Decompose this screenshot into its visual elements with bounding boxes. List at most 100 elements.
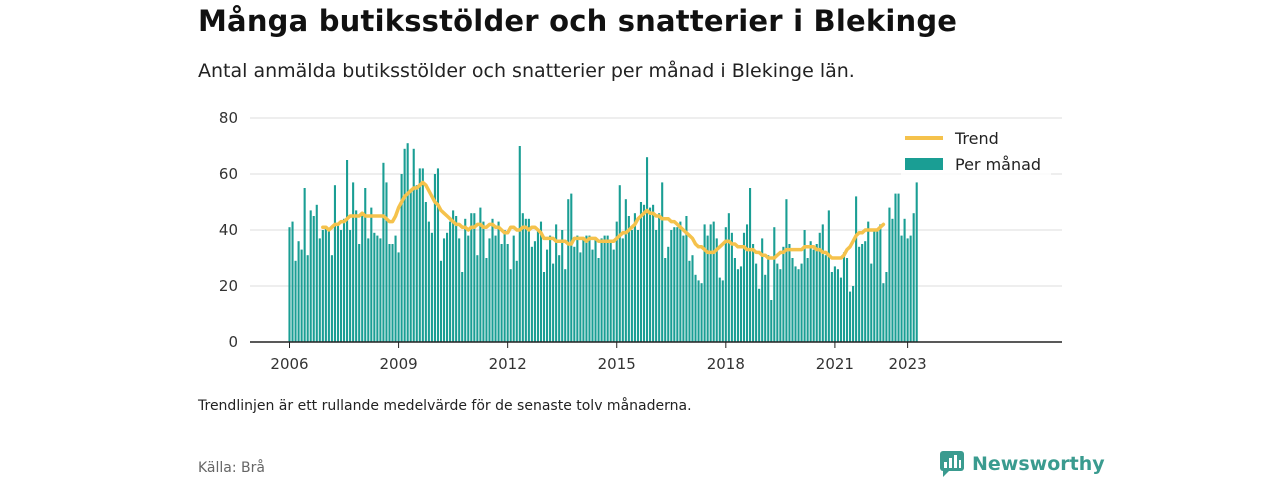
bar [876, 230, 879, 342]
y-tick-label: 80 [219, 109, 238, 127]
bar [339, 230, 343, 342]
bar [897, 193, 900, 342]
bar [400, 174, 403, 342]
bar [439, 260, 443, 342]
bar [694, 274, 697, 342]
bar [461, 272, 464, 342]
bar [524, 218, 527, 342]
bar [852, 286, 855, 342]
bar [470, 213, 473, 342]
bar [673, 227, 676, 342]
bar [555, 224, 558, 342]
bar [609, 241, 612, 342]
bar [603, 235, 606, 342]
bar [494, 235, 497, 342]
legend-trend-label: Trend [954, 129, 999, 148]
bar [667, 246, 670, 342]
bar [618, 185, 621, 342]
bar [315, 204, 318, 342]
bar [588, 235, 591, 342]
bar [794, 266, 797, 342]
bar [509, 269, 512, 342]
bar [800, 263, 803, 342]
bar [306, 255, 309, 342]
bar [579, 252, 582, 342]
newsworthy-logo-icon [940, 451, 964, 477]
bar [652, 204, 655, 342]
bar [497, 221, 500, 342]
bar [561, 230, 564, 342]
brand-logo[interactable]: Newsworthy [940, 450, 1105, 478]
bar [542, 272, 546, 342]
y-tick-label: 40 [219, 221, 238, 239]
bar [491, 218, 494, 342]
bar [879, 224, 882, 342]
bar [312, 216, 315, 342]
bar [594, 238, 597, 342]
bar [297, 241, 300, 342]
chart-title: Många butiksstölder och snatterier i Ble… [198, 4, 958, 38]
bar [606, 235, 609, 342]
bar [436, 168, 440, 342]
bar [309, 210, 312, 342]
bar [900, 235, 903, 342]
bar [379, 238, 382, 342]
bar [642, 204, 646, 342]
bar [361, 213, 364, 342]
bar [476, 255, 479, 342]
bar [406, 143, 409, 342]
bar [827, 210, 830, 342]
bar [697, 280, 700, 342]
bar [582, 238, 585, 342]
bar [294, 260, 297, 342]
bar [418, 168, 421, 342]
y-tick-label: 20 [219, 277, 238, 295]
bar [661, 182, 664, 342]
brand-name: Newsworthy [972, 453, 1105, 475]
bar [500, 244, 503, 342]
bar [742, 232, 746, 342]
bar [430, 232, 433, 342]
bar [567, 199, 570, 342]
footnote: Trendlinjen är ett rullande medelvärde f… [198, 398, 692, 414]
bar [327, 230, 330, 342]
bar [821, 224, 824, 342]
bar [664, 258, 667, 342]
bar [485, 258, 488, 342]
bar [733, 258, 736, 342]
bar [521, 213, 524, 342]
bar [639, 202, 643, 342]
bar [658, 213, 661, 342]
bar [515, 260, 518, 342]
bar [358, 244, 361, 342]
bar [867, 221, 870, 342]
bar [806, 258, 809, 342]
x-tick-label: 2012 [489, 355, 527, 373]
bar [452, 210, 455, 342]
bar [645, 157, 649, 342]
bar [739, 266, 743, 342]
bar [712, 221, 715, 342]
bar [873, 230, 876, 342]
x-tick-label: 2015 [598, 355, 636, 373]
bar [839, 277, 843, 342]
bar [655, 230, 658, 342]
bar [812, 249, 815, 342]
bar [530, 246, 533, 342]
bar [421, 168, 424, 342]
bar [458, 238, 461, 342]
bar [564, 269, 567, 342]
bar [724, 227, 727, 342]
bar [367, 238, 370, 342]
bar [346, 160, 349, 342]
bar [842, 252, 846, 342]
bar [870, 263, 873, 342]
bar [373, 232, 376, 342]
bar [506, 244, 509, 342]
bar [721, 280, 724, 342]
bar [830, 272, 833, 342]
bar [894, 193, 897, 342]
bar [482, 221, 485, 342]
bar [403, 148, 406, 342]
bar [388, 244, 391, 342]
